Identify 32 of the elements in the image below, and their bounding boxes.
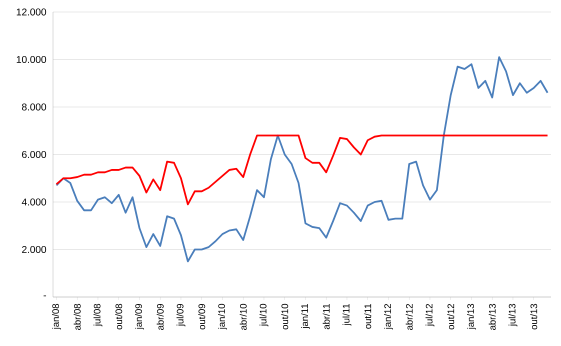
x-tick-label: out/13 [530,304,538,330]
x-tick-label: jul/10 [260,304,268,326]
x-tick-label: out/11 [364,304,372,329]
x-tick-label: jul/12 [426,304,434,326]
y-tick-label: - [44,295,46,296]
x-tick-label: jul/08 [94,304,102,326]
x-tick-label: jan/08 [52,304,61,330]
x-tick-label: abr/09 [156,304,164,330]
x-tick-label: abr/10 [240,304,247,330]
x-tick-label: jan/10 [218,304,227,330]
x-tick-label: out/12 [447,304,454,330]
y-tick-label: 12.000 [16,8,46,16]
x-tick-label: jul/13 [508,304,518,326]
y-tick-label: 8.000 [22,103,46,111]
x-tick-label: jan/13 [467,304,476,330]
x-tick-label: out/10 [281,304,288,330]
x-tick-label: out/09 [198,304,206,330]
x-tick-label: abr/08 [74,304,81,330]
x-tick-label: jul/11 [342,304,352,326]
y-tick-label: 4.000 [22,198,46,206]
line-series [56,56,548,262]
x-tick-label: abr/12 [406,304,413,330]
y-tick-label: 2.000 [22,246,46,254]
x-tick-label: abr/13 [488,304,496,330]
x-tick-label: jan/11 [301,304,310,329]
x-tick-label: abr/11 [322,304,330,330]
x-tick-label: jul/09 [176,304,186,326]
x-tick-label: out/08 [115,304,122,330]
y-tick-label: 6.000 [22,150,46,158]
x-tick-label: jan/12 [384,304,393,330]
y-tick-label: 10.000 [16,56,46,64]
x-tick-label: jan/09 [135,304,144,330]
